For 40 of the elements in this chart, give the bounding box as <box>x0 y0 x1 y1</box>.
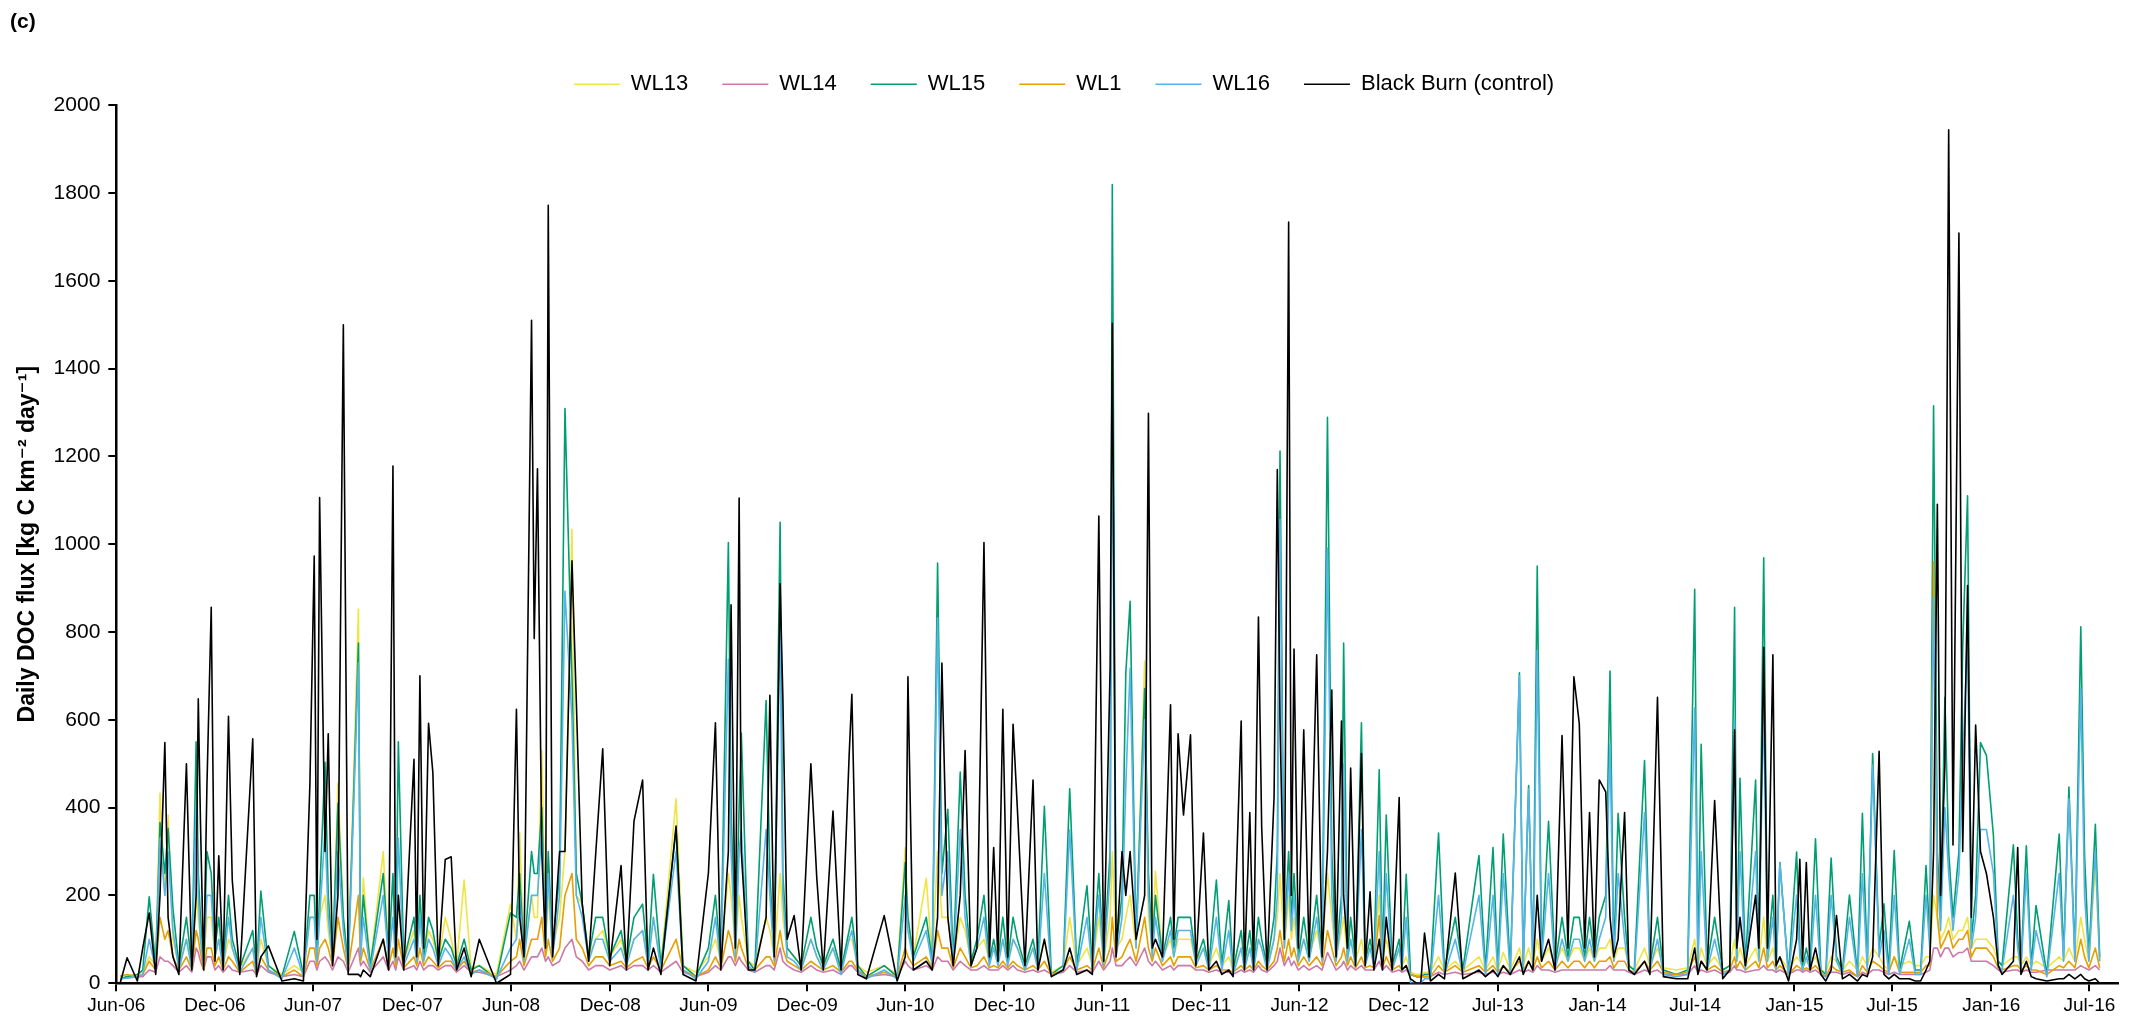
x-tick-label: Jan-14 <box>1568 993 1628 1015</box>
x-tick-label: Jun-11 <box>1073 993 1131 1015</box>
x-tick-label: Jan-16 <box>1962 993 2021 1015</box>
x-tick-label: Jul-15 <box>1866 993 1918 1015</box>
x-tick-label: Dec-08 <box>579 993 641 1015</box>
y-tick-label: 1600 <box>53 267 101 291</box>
x-tick-label: Jun-10 <box>876 993 935 1015</box>
y-tick-label: 2000 <box>53 92 101 115</box>
y-tick-label: 1200 <box>53 443 101 467</box>
y-axis-title: Daily DOC flux [kg C km⁻² day⁻¹] <box>13 365 40 723</box>
x-tick-label: Jun-06 <box>87 993 146 1015</box>
y-tick-label: 200 <box>65 882 101 906</box>
x-tick-label: Jul-14 <box>1669 993 1722 1015</box>
x-tick-label: Dec-07 <box>381 993 443 1015</box>
x-tick-label: Jun-12 <box>1270 993 1329 1015</box>
y-tick-label: 1000 <box>53 531 101 554</box>
y-tick-label: 1400 <box>53 355 101 379</box>
x-tick-label: Dec-10 <box>973 993 1036 1015</box>
x-tick-label: Jun-09 <box>679 993 738 1015</box>
y-tick-label: 400 <box>65 794 101 818</box>
x-tick-label: Jun-08 <box>481 993 541 1015</box>
x-tick-label: Dec-06 <box>184 993 246 1015</box>
y-tick-label: 1800 <box>53 179 101 203</box>
legend-label: Black Burn (control) <box>1360 70 1555 96</box>
x-tick-label: Dec-11 <box>1171 993 1232 1015</box>
y-tick-label: 800 <box>65 618 101 642</box>
legend-label: WL1 <box>1076 70 1122 96</box>
x-tick-label: Jun-07 <box>284 993 343 1015</box>
y-tick-label: 0 <box>88 970 101 993</box>
x-tick-label: Dec-12 <box>1368 993 1430 1015</box>
x-tick-label: Jul-16 <box>2063 993 2116 1015</box>
legend-label: WL15 <box>927 70 986 96</box>
legend-label: WL14 <box>779 70 837 96</box>
legend-label: WL16 <box>1212 70 1270 96</box>
x-tick-label: Dec-09 <box>776 993 838 1015</box>
x-tick-label: Jan-15 <box>1765 993 1824 1015</box>
chart-title: (c) <box>10 9 36 33</box>
legend-label: WL13 <box>630 70 689 96</box>
y-tick-label: 600 <box>65 706 101 730</box>
x-tick-label: Jul-13 <box>1471 993 1524 1015</box>
